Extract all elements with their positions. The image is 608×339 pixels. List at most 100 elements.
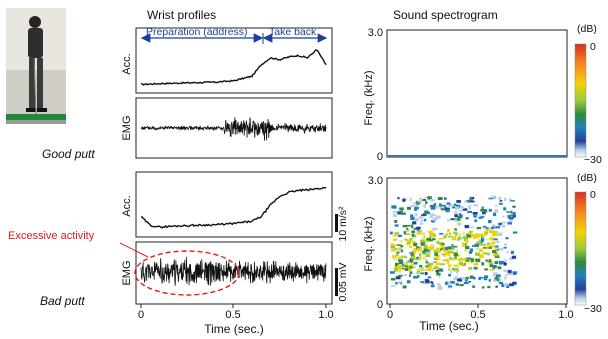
spectrogram-cell <box>494 248 497 251</box>
spectrogram-cell <box>487 285 491 289</box>
spectrogram-cell <box>435 247 441 251</box>
spectrogram-cell <box>493 238 498 241</box>
spectrogram-cell <box>425 261 429 264</box>
spectrogram-cell <box>482 233 486 236</box>
spectrogram-cell <box>491 241 496 245</box>
spectrogram-cell <box>494 277 499 279</box>
spectrogram-cell <box>416 258 419 261</box>
spectrogram-cell <box>423 235 426 238</box>
spectrogram-cell <box>413 248 417 251</box>
spectrogram-cell <box>400 211 403 214</box>
spectrogram-cell <box>454 255 457 259</box>
spectrogram-cell <box>492 231 497 235</box>
spectrogram-cell <box>420 232 425 236</box>
spectrogram-cell <box>458 213 462 217</box>
spectrogram-cell <box>440 245 445 248</box>
spectrogram-cell <box>474 219 478 223</box>
spectrogram-cell <box>438 274 441 278</box>
spectrogram-cell <box>512 281 517 285</box>
spectrogram-cell <box>402 198 406 202</box>
spectrogram-cell <box>496 248 499 251</box>
takeback-label: Take back <box>269 26 317 38</box>
spectrogram-cell <box>416 271 420 275</box>
spectrogram-cell <box>418 230 423 232</box>
spectrogram-cell <box>462 242 465 247</box>
spectrogram-cell <box>487 252 490 256</box>
good-colorbar-min: −30 <box>584 154 602 166</box>
spectrogram-cell <box>450 270 453 274</box>
good-emg-panel <box>135 97 333 159</box>
spectrogram-cell <box>392 238 398 241</box>
spectrogram-cell <box>433 249 439 253</box>
spectrogram-cell <box>392 205 397 209</box>
spectrogram-cell <box>396 252 399 256</box>
spectrogram-cell <box>482 209 488 213</box>
spectrogram-cell <box>397 256 402 260</box>
spec-xtick-05: 0.5 <box>470 309 485 321</box>
spectrogram-cell <box>482 211 486 215</box>
good-ytick-0: 0 <box>377 151 383 163</box>
spectrogram-cell <box>494 261 499 264</box>
spectrogram-cell <box>410 216 415 220</box>
spectrogram-cell <box>489 237 494 241</box>
spectrogram-cell <box>503 207 507 211</box>
spectrogram-cell <box>478 215 482 217</box>
spectrogram-cell <box>465 259 470 262</box>
spectrogram-cell <box>423 271 426 275</box>
spectrogram-cell <box>430 244 435 247</box>
spectrogram-cell <box>451 244 454 247</box>
spectrogram-cell <box>426 237 431 241</box>
spectrogram-cell <box>422 257 426 259</box>
spec-xtick-1: 1.0 <box>558 309 573 321</box>
spectrogram-cell <box>395 282 398 285</box>
good-ytick-3: 3.0 <box>368 27 383 39</box>
spectrogram-cell <box>473 276 476 280</box>
spectrogram-cell <box>414 204 419 207</box>
spectrogram-cell <box>409 197 412 202</box>
spectrogram-cell <box>431 220 435 223</box>
spectrogram-cell <box>412 221 417 225</box>
spectrogram-cell <box>444 253 450 256</box>
bad-acc-label: Acc. <box>121 195 133 216</box>
excessive-activity-ellipse <box>134 250 240 296</box>
spectrogram-cell <box>488 259 492 263</box>
spectrogram-cell <box>427 196 432 200</box>
spectrogram-cell <box>457 205 463 209</box>
spectrogram-cell <box>421 214 426 217</box>
spectrogram-cell <box>437 286 443 290</box>
spectrogram-cell <box>404 268 409 271</box>
spectrogram-cell <box>409 252 414 254</box>
spectrogram-cell <box>448 204 454 207</box>
spectrogram-cell <box>503 247 507 249</box>
spectrogram-cell <box>433 234 437 237</box>
spectrogram-cell <box>469 275 474 279</box>
spectrogram-cell <box>411 255 416 259</box>
spectrogram-cell <box>407 265 411 269</box>
spectrogram-cell <box>443 235 447 239</box>
spectrogram-cell <box>430 198 435 202</box>
spectrogram-cell <box>501 284 505 288</box>
spectrogram-cell <box>468 207 472 210</box>
spectrogram-cell <box>427 230 431 233</box>
wrist-xtick-05: 0.5 <box>225 309 240 321</box>
spectrogram-cell <box>479 239 482 243</box>
spectrogram-cell <box>495 240 501 243</box>
spectrogram-cell <box>467 211 472 214</box>
golfer-photo <box>6 8 66 124</box>
spectrogram-cell <box>469 200 475 203</box>
spectrogram-cell <box>417 268 423 271</box>
spectrogram-cell <box>457 258 461 262</box>
spectrogram-cell <box>445 209 450 213</box>
spectrogram-cell <box>444 207 450 211</box>
spectrogram-cell <box>481 262 485 266</box>
spectrogram-cell <box>466 240 469 244</box>
spectrogram-cell <box>418 216 424 219</box>
spectrogram-cell <box>459 284 464 287</box>
spectrogram-cell <box>486 238 489 241</box>
spectrogram-cell <box>398 274 403 277</box>
spectrogram-cell <box>455 270 459 274</box>
spectrogram-cell <box>422 282 426 285</box>
spectrogram-cell <box>472 212 478 215</box>
emg-scale-bar <box>335 268 338 296</box>
